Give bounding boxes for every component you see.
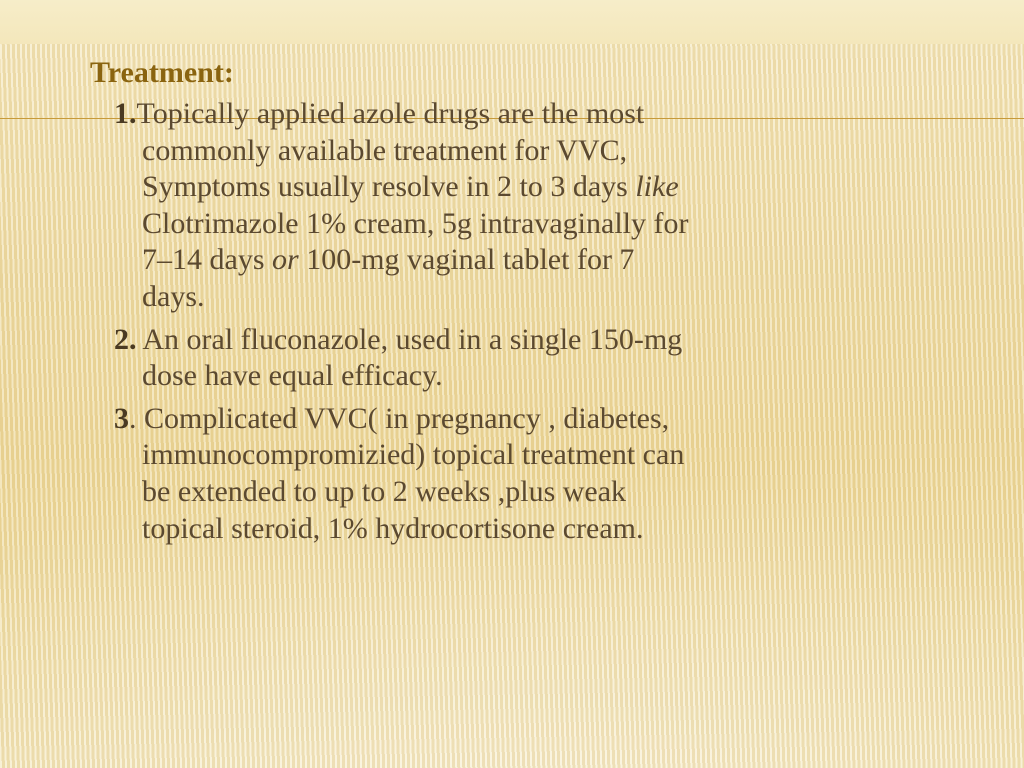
item-text: An oral fluconazole, used in a single 15… — [137, 323, 683, 393]
slide-heading: Treatment: — [90, 56, 690, 90]
item-number: 3 — [114, 402, 129, 435]
list-item: 2. An oral fluconazole, used in a single… — [90, 322, 690, 395]
item-number: 2. — [114, 323, 137, 356]
item-text: Topically applied azole drugs are the mo… — [137, 97, 645, 203]
list-item: 3. Complicated VVC( in pregnancy , diabe… — [90, 401, 690, 547]
slide-content: Treatment: 1.Topically applied azole dru… — [0, 0, 780, 593]
item-emphasis: like — [635, 170, 678, 203]
list-item: 1.Topically applied azole drugs are the … — [90, 96, 690, 316]
item-text: . Complicated VVC( in pregnancy , diabet… — [129, 402, 684, 545]
item-number: 1. — [114, 97, 137, 130]
item-emphasis: or — [272, 243, 299, 276]
